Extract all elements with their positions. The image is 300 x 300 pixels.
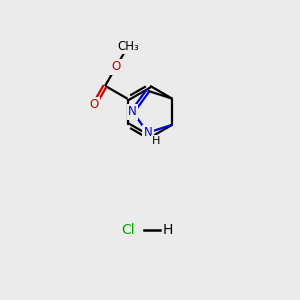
Text: O: O xyxy=(112,60,121,73)
Text: N: N xyxy=(143,126,152,139)
Text: H: H xyxy=(152,136,160,146)
Text: N: N xyxy=(128,105,137,118)
Text: CH₃: CH₃ xyxy=(117,40,139,53)
Text: H: H xyxy=(163,223,173,236)
Text: O: O xyxy=(89,98,99,111)
Text: Cl: Cl xyxy=(121,223,135,236)
